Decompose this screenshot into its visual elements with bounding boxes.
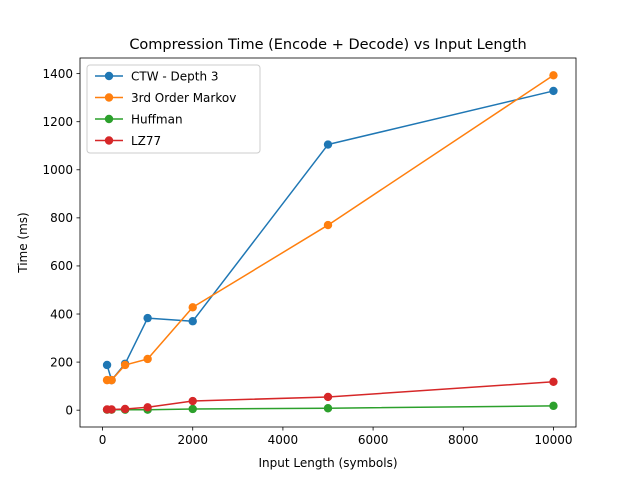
data-point-3rd-order-markov <box>188 303 197 312</box>
data-point-3rd-order-markov <box>120 360 130 370</box>
data-point-huffman <box>323 404 333 413</box>
legend-label: LZ77 <box>131 134 161 148</box>
legend-box <box>86 64 261 154</box>
data-point-lz77 <box>120 404 130 414</box>
chart-title: Compression Time (Encode + Decode) vs In… <box>129 37 526 53</box>
y-tick-label: 800 <box>50 211 73 225</box>
y-tick-label: 600 <box>50 259 73 273</box>
legend: CTW - Depth 3 3rd Order Markov Huffman LZ77 <box>86 64 261 154</box>
data-point-ctw-depth-3 <box>102 360 112 370</box>
y-tick-label: 400 <box>50 307 73 321</box>
y-tick-label: 1000 <box>42 163 73 177</box>
x-tick-label: 8000 <box>448 433 479 447</box>
plot-frame <box>79 57 577 428</box>
legend-item: 3rd Order Markov <box>95 91 236 105</box>
legend-swatch-marker <box>104 136 114 145</box>
series-3rd-order-markov <box>102 71 558 385</box>
y-tick-label: 1400 <box>42 67 73 81</box>
data-point-lz77 <box>549 377 558 387</box>
series-layer <box>102 71 558 414</box>
data-point-ctw-depth-3 <box>323 140 333 149</box>
legend-label: Huffman <box>131 112 183 126</box>
data-point-huffman <box>188 404 197 414</box>
axes-layer <box>79 57 577 428</box>
data-point-lz77 <box>188 396 197 406</box>
data-point-3rd-order-markov <box>549 71 558 80</box>
legend-swatch-marker <box>104 93 114 102</box>
x-tick-label: 4000 <box>268 433 299 447</box>
data-point-ctw-depth-3 <box>143 313 152 323</box>
x-tick-label: 6000 <box>358 433 389 447</box>
legend-label: CTW - Depth 3 <box>131 69 219 83</box>
legend-item: Huffman <box>95 112 183 126</box>
data-point-3rd-order-markov <box>107 375 116 385</box>
y-tick-label: 1200 <box>42 115 73 129</box>
legend-label: 3rd Order Markov <box>131 91 236 105</box>
data-point-ctw-depth-3 <box>549 86 558 96</box>
legend-swatch-marker <box>104 114 114 124</box>
data-point-lz77 <box>323 392 333 402</box>
x-tick-label: 2000 <box>177 433 208 447</box>
tick-layer: 0 2000 4000 6000 8000 10000 0 200 400 600 800 1000 1… <box>42 67 572 447</box>
data-point-3rd-order-markov <box>143 354 152 364</box>
y-tick-label: 200 <box>50 355 73 369</box>
legend-item: LZ77 <box>95 134 161 148</box>
legend-swatch-marker <box>104 71 114 81</box>
x-axis-label: Input Length (symbols) <box>258 456 397 470</box>
series-lz77 <box>102 377 558 414</box>
data-point-lz77 <box>143 403 152 412</box>
data-point-lz77 <box>107 405 116 414</box>
data-point-ctw-depth-3 <box>188 317 197 326</box>
y-axis-label: Time (ms) <box>16 212 30 274</box>
data-point-3rd-order-markov <box>323 220 333 230</box>
legend-item: CTW - Depth 3 <box>95 69 219 83</box>
x-tick-label: 0 <box>99 433 107 447</box>
x-tick-label: 10000 <box>534 433 572 447</box>
data-point-huffman <box>549 401 558 411</box>
y-tick-label: 0 <box>65 403 73 417</box>
